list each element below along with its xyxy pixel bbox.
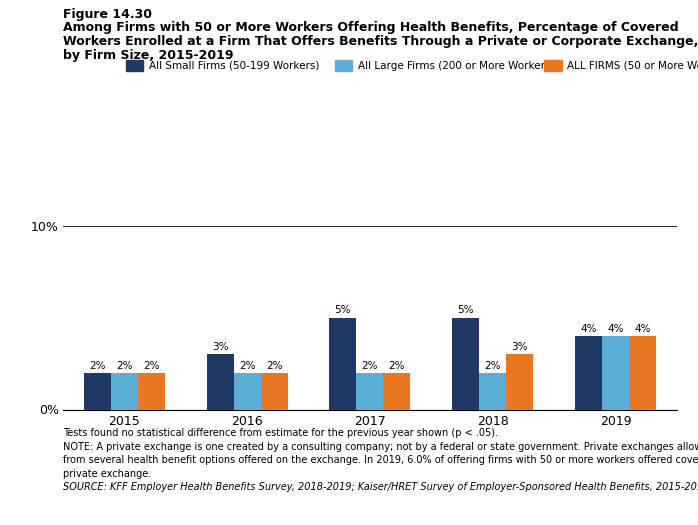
Text: 5%: 5% [334, 306, 351, 316]
Text: private exchange.: private exchange. [63, 469, 151, 479]
Text: 2%: 2% [143, 361, 160, 371]
Text: ALL FIRMS (50 or More Workers): ALL FIRMS (50 or More Workers) [567, 60, 698, 71]
Text: 4%: 4% [607, 324, 624, 334]
Bar [629, 336, 656, 410]
Bar [383, 373, 410, 410]
Bar [111, 373, 138, 410]
Bar [357, 373, 383, 410]
Text: 3%: 3% [211, 342, 228, 352]
Bar [602, 336, 629, 410]
Text: SOURCE: KFF Employer Health Benefits Survey, 2018-2019; Kaiser/HRET Survey of Em: SOURCE: KFF Employer Health Benefits Sur… [63, 482, 698, 492]
Text: 2%: 2% [362, 361, 378, 371]
Bar [452, 318, 480, 410]
Text: 4%: 4% [580, 324, 597, 334]
Text: All Small Firms (50-199 Workers): All Small Firms (50-199 Workers) [149, 60, 319, 71]
Text: 4%: 4% [634, 324, 651, 334]
Bar [480, 373, 506, 410]
Text: Among Firms with 50 or More Workers Offering Health Benefits, Percentage of Cove: Among Firms with 50 or More Workers Offe… [63, 21, 678, 34]
Text: from several health benefit options offered on the exchange. In 2019, 6.0% of of: from several health benefit options offe… [63, 455, 698, 465]
Bar [506, 354, 533, 410]
Text: by Firm Size, 2015-2019: by Firm Size, 2015-2019 [63, 49, 233, 62]
Text: Tests found no statistical difference from estimate for the previous year shown : Tests found no statistical difference fr… [63, 428, 498, 438]
Bar [84, 373, 111, 410]
Text: 2%: 2% [389, 361, 406, 371]
Bar [234, 373, 260, 410]
Text: 3%: 3% [512, 342, 528, 352]
Text: NOTE: A private exchange is one created by a consulting company; not by a federa: NOTE: A private exchange is one created … [63, 442, 698, 452]
Text: 2%: 2% [266, 361, 283, 371]
Text: 2%: 2% [239, 361, 255, 371]
Bar [329, 318, 357, 410]
Text: Workers Enrolled at a Firm That Offers Benefits Through a Private or Corporate E: Workers Enrolled at a Firm That Offers B… [63, 35, 698, 48]
Text: 2%: 2% [484, 361, 501, 371]
Text: Figure 14.30: Figure 14.30 [63, 8, 152, 21]
Bar [138, 373, 165, 410]
Bar [207, 354, 234, 410]
Text: All Large Firms (200 or More Workers): All Large Firms (200 or More Workers) [358, 60, 555, 71]
Text: 2%: 2% [116, 361, 133, 371]
Text: 2%: 2% [89, 361, 105, 371]
Bar [575, 336, 602, 410]
Text: 5%: 5% [457, 306, 474, 316]
Bar [260, 373, 288, 410]
